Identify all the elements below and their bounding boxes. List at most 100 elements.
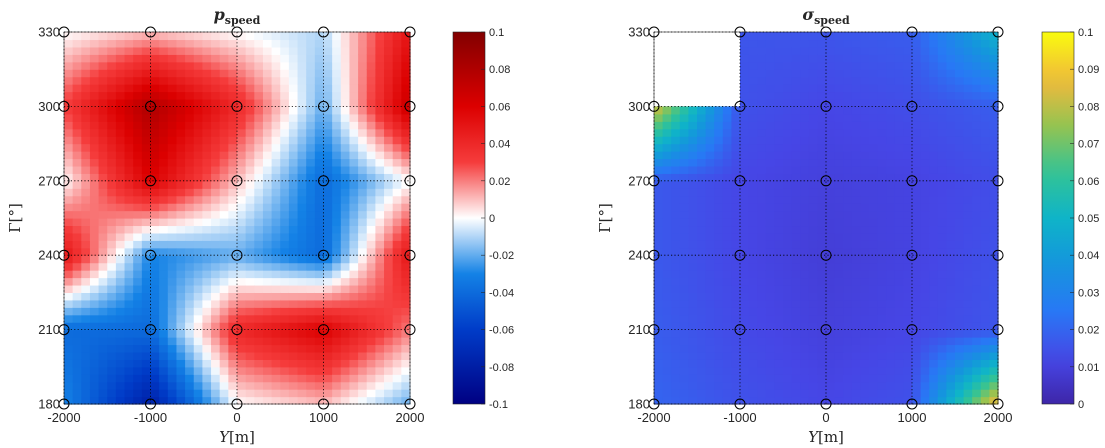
grid-node-markers xyxy=(648,26,1004,410)
grid-node-marker xyxy=(820,324,832,336)
colorbar-tick-label: -0.04 xyxy=(489,287,514,299)
chart-title: pspeed xyxy=(214,5,261,27)
colorbar-tick-label: 0.07 xyxy=(1078,139,1099,151)
heatmap-cell xyxy=(237,32,325,107)
heatmap-cell xyxy=(323,255,411,331)
grid-node-marker xyxy=(820,26,832,38)
heatmap-cell xyxy=(740,106,827,182)
x-tick-label: 2000 xyxy=(984,410,1013,425)
grid-node-marker xyxy=(648,175,660,187)
grid-node-marker xyxy=(404,100,416,112)
grid-node-marker xyxy=(145,398,156,410)
heatmap-cell xyxy=(64,106,152,182)
grid-node-marker xyxy=(231,324,243,336)
grid-node-marker xyxy=(404,175,416,187)
grid-node-marker xyxy=(734,100,746,112)
x-tick-label: -1000 xyxy=(723,410,756,425)
heatmap-cell xyxy=(740,32,827,107)
grid-node-marker xyxy=(145,249,156,261)
x-tick-label: 1000 xyxy=(309,410,338,425)
grid-node-marker xyxy=(820,100,832,112)
heatmap-cell xyxy=(237,329,325,405)
heatmap-cell xyxy=(826,180,913,256)
grid-node-marker xyxy=(58,398,70,410)
grid-node-marker xyxy=(145,175,156,187)
grid-node-marker xyxy=(404,398,416,410)
heatmap-cell xyxy=(912,255,999,331)
colorbar-tick-label: 0.05 xyxy=(1078,213,1099,225)
y-tick-label: 330 xyxy=(628,25,650,40)
heatmap-cell xyxy=(912,106,999,182)
grid-node-marker xyxy=(648,26,660,38)
heatmap-cell xyxy=(64,180,152,256)
grid-node-marker xyxy=(992,324,1004,336)
colorbar-tick-label: -0.1 xyxy=(489,399,508,411)
colorbar: 0.1 0.09 0.08 0.07 0.06 0.05 0.04 0.03 0.02 0.01 0 xyxy=(1041,27,1099,411)
x-axis-label: Y[m] xyxy=(219,428,255,446)
grid-node-marker xyxy=(734,398,746,410)
colorbar-tick-label: 0.02 xyxy=(489,176,510,188)
heatmap-cell xyxy=(64,32,152,107)
heatmap-cell xyxy=(654,255,741,331)
grid-node-marker xyxy=(906,175,918,187)
grid-node-marker xyxy=(906,398,918,410)
grid-lines xyxy=(63,31,411,405)
grid-node-marker xyxy=(231,398,243,410)
grid-node-marker xyxy=(318,26,329,38)
x-tick-label: -2000 xyxy=(637,410,670,425)
heatmap-cell xyxy=(237,255,325,331)
colorbar-tick-label: 0.06 xyxy=(489,101,510,113)
heatmap-cell xyxy=(150,180,238,256)
colorbar-tick-label: 0.06 xyxy=(1078,176,1099,188)
y-tick-label: 210 xyxy=(628,322,650,337)
heatmap-cell xyxy=(150,32,238,107)
grid-node-marker xyxy=(404,324,416,336)
y-tick-label: 330 xyxy=(38,25,60,40)
y-tick-label: 270 xyxy=(38,173,60,188)
x-tick-label: 0 xyxy=(233,410,240,425)
y-tick-label: 300 xyxy=(38,99,60,114)
grid-node-marker xyxy=(820,175,832,187)
x-tick-label: 2000 xyxy=(396,410,425,425)
grid-node-marker xyxy=(318,398,329,410)
heatmap-cell xyxy=(654,180,741,256)
grid-node-marker xyxy=(58,249,70,261)
x-tick-label: -1000 xyxy=(134,410,167,425)
y-tick-label: 240 xyxy=(628,248,650,263)
heatmap-cell xyxy=(654,329,741,405)
heatmap-cell xyxy=(912,180,999,256)
colorbar-tick-label: 0.1 xyxy=(1078,27,1093,39)
heatmap-cell xyxy=(826,255,913,331)
grid-node-marker xyxy=(318,100,329,112)
heatmap-cell xyxy=(826,32,913,107)
heatmap-surface xyxy=(654,32,999,405)
grid-node-marker xyxy=(145,100,156,112)
heatmap-cell xyxy=(64,255,152,331)
colorbar-tick-label: 0.08 xyxy=(1078,101,1099,113)
colorbar-tick-label: 0.01 xyxy=(1078,362,1099,374)
grid-node-marker xyxy=(404,26,416,38)
heatmap-cell xyxy=(740,255,827,331)
grid-node-marker xyxy=(648,249,660,261)
heatmap-cell xyxy=(912,329,999,405)
x-tick-label: 1000 xyxy=(898,410,927,425)
heatmap-cell xyxy=(237,180,325,256)
grid-node-marker xyxy=(58,324,70,336)
heatmap-cell xyxy=(150,329,238,405)
heatmap-cell xyxy=(237,106,325,182)
grid-node-marker xyxy=(906,249,918,261)
grid-node-marker xyxy=(734,249,746,261)
grid-node-marker xyxy=(145,324,156,336)
heatmap-cell xyxy=(323,329,411,405)
grid-node-marker xyxy=(145,26,156,38)
grid-node-marker xyxy=(734,324,746,336)
heatmap-cell xyxy=(64,329,152,405)
colorbar-tick-label: 0 xyxy=(489,213,495,225)
x-tick-label: -2000 xyxy=(47,410,80,425)
heatmap-cell xyxy=(826,329,913,405)
grid-node-marker xyxy=(734,26,746,38)
grid-node-marker xyxy=(318,175,329,187)
colorbar-tick-label: 0.1 xyxy=(489,27,504,39)
heatmap-cell xyxy=(323,106,411,182)
